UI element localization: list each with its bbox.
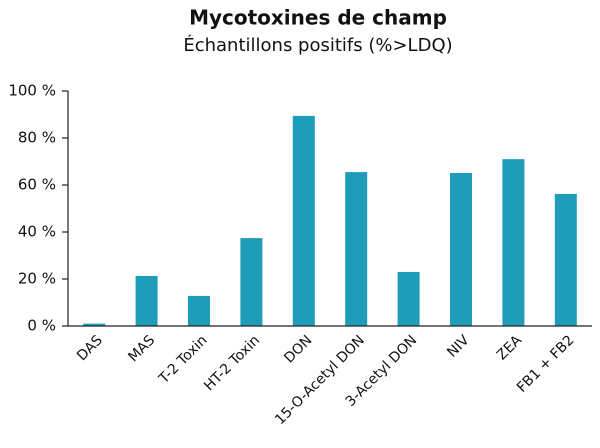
- bar: [345, 172, 368, 326]
- bar: [83, 323, 106, 326]
- chart-subtitle: Échantillons positifs (%>LDQ): [183, 34, 452, 56]
- x-tick-label: DON: [281, 332, 315, 366]
- bar: [450, 173, 472, 326]
- x-tick-label: MAS: [125, 332, 158, 365]
- y-tick-label: 100 %: [8, 82, 56, 100]
- chart-title: Mycotoxines de champ: [189, 6, 447, 30]
- bar: [502, 159, 525, 326]
- x-tick-label: T-2 Toxin: [155, 332, 210, 387]
- y-tick-label: 60 %: [18, 176, 56, 194]
- bar: [188, 295, 210, 326]
- y-tick-label: 20 %: [18, 270, 56, 288]
- x-tick-label: ZEA: [494, 332, 525, 363]
- y-tick-label: 40 %: [18, 223, 56, 241]
- x-tick-label: FB1 + FB2: [514, 332, 577, 395]
- bar: [292, 115, 315, 326]
- bar: [554, 193, 577, 326]
- x-tick-label: HT-2 Toxin: [201, 332, 263, 394]
- bar: [397, 271, 420, 326]
- bar: [135, 275, 158, 326]
- x-tick-label: 15-O-Acetyl DON: [272, 332, 368, 428]
- x-tick-label: NIV: [444, 332, 473, 361]
- y-tick-label: 80 %: [18, 129, 56, 147]
- bar: [240, 238, 263, 326]
- x-tick-label: DAS: [74, 332, 106, 364]
- y-tick-label: 0 %: [27, 317, 56, 335]
